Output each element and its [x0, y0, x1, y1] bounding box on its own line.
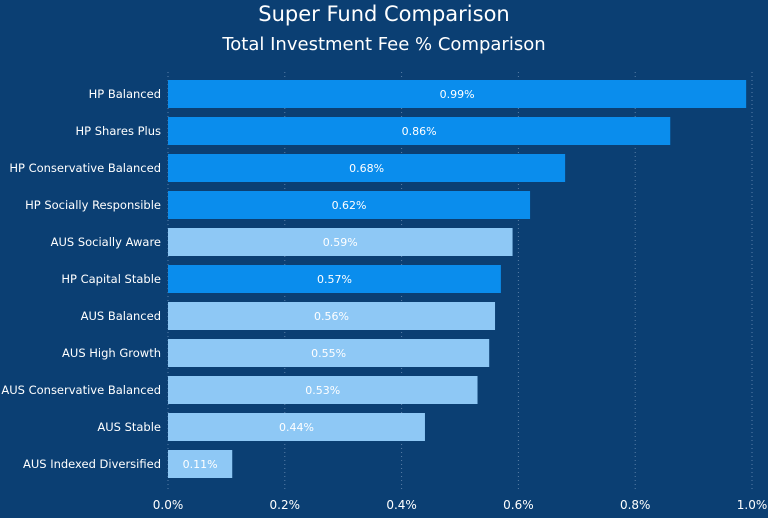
x-tick-label: 0.2% — [270, 498, 301, 512]
category-label: HP Socially Responsible — [25, 198, 161, 212]
bar — [168, 117, 671, 145]
bar — [168, 228, 513, 256]
data-label: 0.56% — [314, 310, 349, 323]
chart-subtitle: Total Investment Fee % Comparison — [222, 34, 546, 55]
x-tick-label: 0.8% — [620, 498, 651, 512]
data-label: 0.55% — [311, 347, 346, 360]
bar — [168, 450, 233, 478]
bar — [168, 154, 566, 182]
bar — [168, 191, 531, 219]
data-label: 0.53% — [305, 384, 340, 397]
bar — [168, 302, 496, 330]
data-label: 0.86% — [402, 125, 437, 138]
category-label: HP Capital Stable — [61, 272, 161, 286]
data-label: 0.99% — [440, 88, 475, 101]
category-label: AUS Socially Aware — [51, 235, 161, 249]
category-label: HP Conservative Balanced — [9, 161, 161, 175]
bar — [168, 376, 478, 404]
x-tick-label: 1.0% — [737, 498, 768, 512]
category-label: AUS Balanced — [81, 309, 161, 323]
bar — [168, 413, 425, 441]
category-label: AUS High Growth — [62, 346, 161, 360]
category-label: HP Shares Plus — [76, 124, 161, 138]
x-tick-label: 0.6% — [503, 498, 534, 512]
category-label: AUS Conservative Balanced — [1, 383, 161, 397]
data-label: 0.11% — [183, 458, 218, 471]
bar — [168, 80, 747, 108]
category-label: AUS Indexed Diversified — [23, 457, 161, 471]
data-label: 0.44% — [279, 421, 314, 434]
data-label: 0.62% — [332, 199, 367, 212]
x-tick-label: 0.4% — [386, 498, 417, 512]
data-label: 0.59% — [323, 236, 358, 249]
bar — [168, 265, 501, 293]
category-label: HP Balanced — [89, 87, 161, 101]
data-label: 0.57% — [317, 273, 352, 286]
category-label: AUS Stable — [97, 420, 161, 434]
data-label: 0.68% — [349, 162, 384, 175]
chart-title: Super Fund Comparison — [258, 2, 510, 26]
x-tick-label: 0.0% — [153, 498, 184, 512]
bar — [168, 339, 490, 367]
